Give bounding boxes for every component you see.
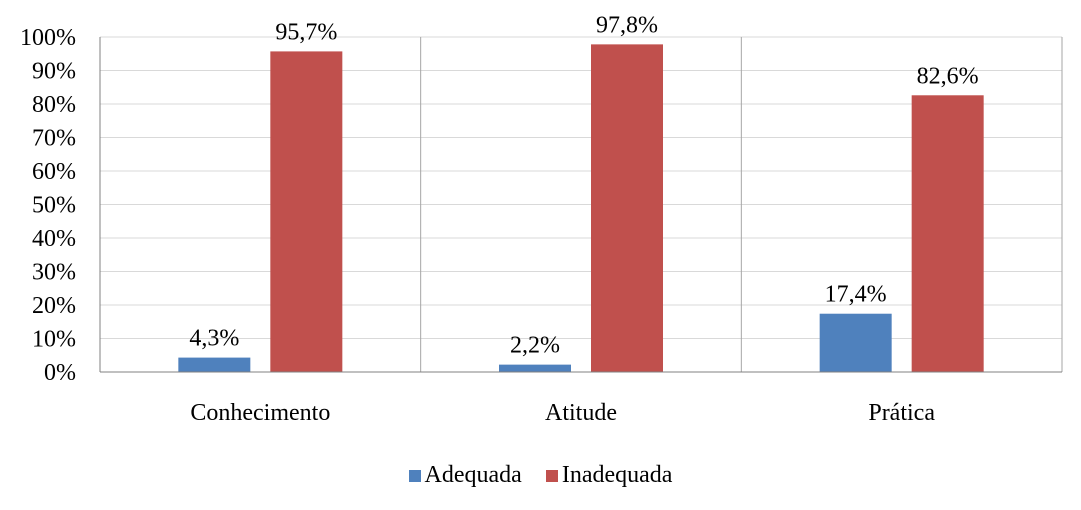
legend-swatch-adequada [408, 469, 421, 482]
y-tick-label: 70% [32, 126, 76, 152]
y-tick-label: 10% [32, 327, 76, 353]
y-tick-label: 40% [32, 226, 76, 252]
data-label: 95,7% [275, 19, 337, 45]
bar-adequada-2 [819, 313, 892, 372]
legend-item-inadequada: Inadequada [545, 462, 673, 489]
bar-adequada-1 [499, 364, 571, 372]
y-tick-label: 80% [32, 92, 76, 118]
y-tick-label: 60% [32, 159, 76, 185]
x-tick-label: Atitude [545, 400, 617, 426]
bars [178, 44, 984, 373]
x-axis-ticks: Conhecimento Atitude Prática [190, 400, 935, 426]
legend-label-adequada: Adequada [424, 462, 522, 488]
bar-adequada-0 [178, 357, 251, 372]
data-label: 4,3% [189, 326, 239, 352]
bar-inadequada-1 [591, 44, 663, 373]
bar-inadequada-0 [270, 51, 343, 372]
data-label: 97,8% [596, 12, 658, 38]
legend-swatch-inadequada [545, 469, 558, 482]
y-tick-label: 20% [32, 293, 76, 319]
y-tick-label: 30% [32, 260, 76, 286]
data-label: 82,6% [917, 63, 979, 89]
x-tick-label: Prática [868, 400, 935, 426]
legend-label-inadequada: Inadequada [561, 462, 673, 488]
x-tick-label: Conhecimento [190, 400, 330, 426]
y-tick-label: 100% [20, 25, 76, 51]
data-label: 17,4% [825, 282, 887, 308]
data-labels: 4,3% 95,7% 2,2% 97,8% 17,4% 82,6% [189, 12, 978, 358]
y-tick-label: 50% [32, 193, 76, 219]
data-label: 2,2% [510, 333, 560, 359]
y-tick-label: 90% [32, 59, 76, 85]
legend: Adequada Inadequada [0, 462, 1081, 489]
category-dividers [99, 37, 1063, 372]
legend-item-adequada: Adequada [408, 462, 522, 489]
bar-chart: 0% 10% 20% 30% 40% 50% 60% 70% 80% 90% 100% 4,3% 95… [20, 12, 1063, 426]
gridlines [100, 36, 1062, 339]
y-axis-ticks: 0% 10% 20% 30% 40% 50% 60% 70% 80% 90% 100% [20, 25, 76, 386]
bar-inadequada-2 [911, 95, 984, 372]
y-tick-label: 0% [44, 360, 76, 386]
